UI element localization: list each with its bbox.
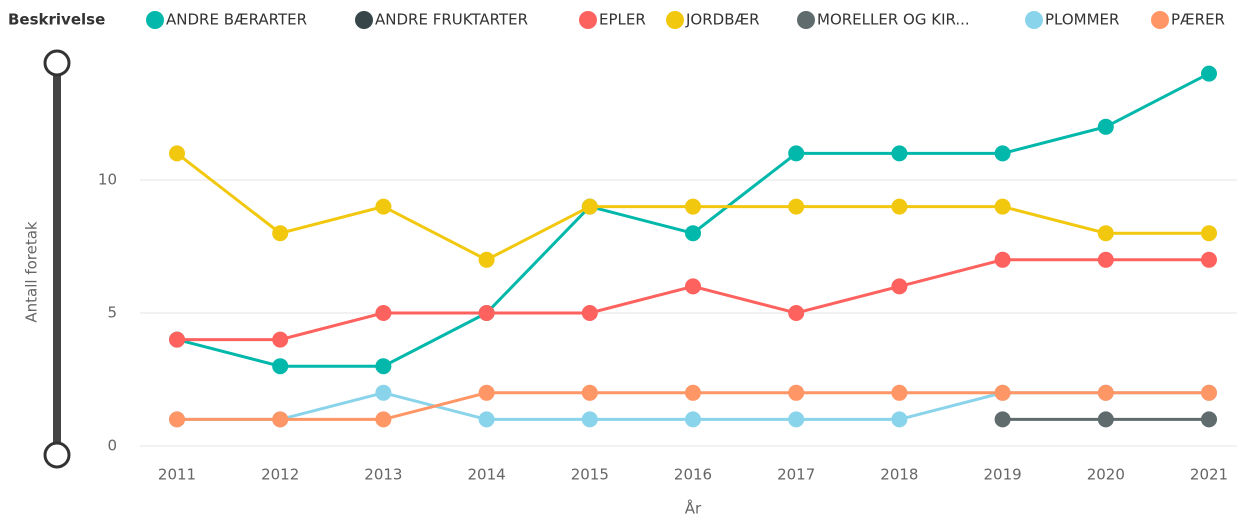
data-point — [891, 278, 908, 295]
data-point — [272, 411, 289, 428]
zoom-slider[interactable] — [43, 49, 71, 469]
data-point — [581, 384, 598, 401]
legend-marker — [146, 11, 164, 29]
data-point — [478, 411, 495, 428]
slider-track — [53, 63, 61, 455]
x-tick-label: 2012 — [261, 466, 299, 484]
series — [169, 251, 1217, 348]
data-point — [272, 358, 289, 375]
x-tick-label: 2014 — [468, 466, 506, 484]
legend-label: JORDBÆR — [685, 11, 760, 29]
data-point — [375, 198, 392, 215]
x-axis-title: År — [685, 499, 702, 518]
data-point — [1097, 251, 1114, 268]
data-point — [478, 384, 495, 401]
data-point — [788, 384, 805, 401]
series-line — [177, 258, 1209, 342]
y-axis-title: Antall foretak — [23, 221, 41, 323]
data-point — [685, 411, 701, 428]
data-point — [581, 198, 598, 215]
data-point — [1097, 225, 1114, 242]
series — [169, 145, 1217, 268]
series — [169, 384, 1217, 428]
legend-marker — [666, 11, 684, 29]
data-point — [1097, 384, 1114, 401]
slider-handle[interactable] — [43, 49, 71, 77]
legend-label: MORELLER OG KIR... — [817, 11, 970, 29]
data-point — [994, 384, 1011, 401]
legend-marker — [579, 11, 597, 29]
x-tick-label: 2013 — [364, 466, 402, 484]
legend-title: Beskrivelse — [8, 11, 105, 29]
legend-label: PLOMMER — [1045, 11, 1119, 29]
y-tick-label: 0 — [107, 437, 117, 455]
data-point — [788, 145, 805, 162]
legend-label: EPLER — [599, 11, 646, 29]
data-point — [581, 411, 598, 428]
data-point — [375, 384, 392, 401]
data-point — [994, 251, 1011, 268]
x-tick-label: 2016 — [674, 466, 712, 484]
data-point — [685, 384, 701, 401]
legend-marker — [1025, 11, 1043, 29]
y-tick-label: 10 — [98, 171, 117, 189]
data-point — [1097, 118, 1114, 135]
slider-handle[interactable] — [43, 441, 71, 469]
data-point — [994, 411, 1011, 428]
data-point — [1201, 225, 1217, 242]
data-point — [994, 145, 1011, 162]
data-point — [169, 145, 185, 162]
data-point — [891, 145, 908, 162]
data-point — [685, 225, 701, 242]
data-point — [1201, 411, 1217, 428]
legend-label: PÆRER — [1171, 11, 1225, 29]
legend-marker — [797, 11, 815, 29]
data-point — [169, 411, 185, 428]
data-point — [788, 305, 805, 321]
legend-label: ANDRE FRUKTARTER — [375, 11, 528, 29]
data-point — [788, 198, 805, 215]
x-tick-label: 2017 — [777, 466, 815, 484]
x-tick-label: 2011 — [158, 466, 196, 484]
data-point — [375, 305, 392, 321]
data-point — [685, 198, 701, 215]
x-tick-label: 2019 — [984, 466, 1022, 484]
x-tick-label: 2015 — [571, 466, 609, 484]
data-point — [478, 251, 495, 268]
data-point — [478, 305, 495, 321]
data-point — [891, 384, 908, 401]
data-point — [994, 198, 1011, 215]
data-point — [891, 198, 908, 215]
data-point — [272, 225, 289, 242]
data-point — [891, 411, 908, 428]
legend-marker — [355, 11, 373, 29]
legend-marker — [1151, 11, 1169, 29]
series — [994, 411, 1217, 428]
data-point — [788, 411, 805, 428]
data-point — [1201, 384, 1217, 401]
data-point — [581, 305, 598, 321]
data-point — [1201, 65, 1217, 82]
data-point — [1097, 411, 1114, 428]
legend-label: ANDRE BÆRARTER — [166, 11, 307, 29]
x-tick-label: 2018 — [880, 466, 918, 484]
data-point — [375, 411, 392, 428]
y-tick-label: 5 — [107, 304, 117, 322]
data-point — [169, 331, 185, 348]
x-tick-label: 2021 — [1190, 466, 1228, 484]
data-point — [375, 358, 392, 375]
data-point — [685, 278, 701, 295]
data-point — [272, 331, 289, 348]
data-point — [1201, 251, 1217, 268]
x-tick-label: 2020 — [1087, 466, 1125, 484]
